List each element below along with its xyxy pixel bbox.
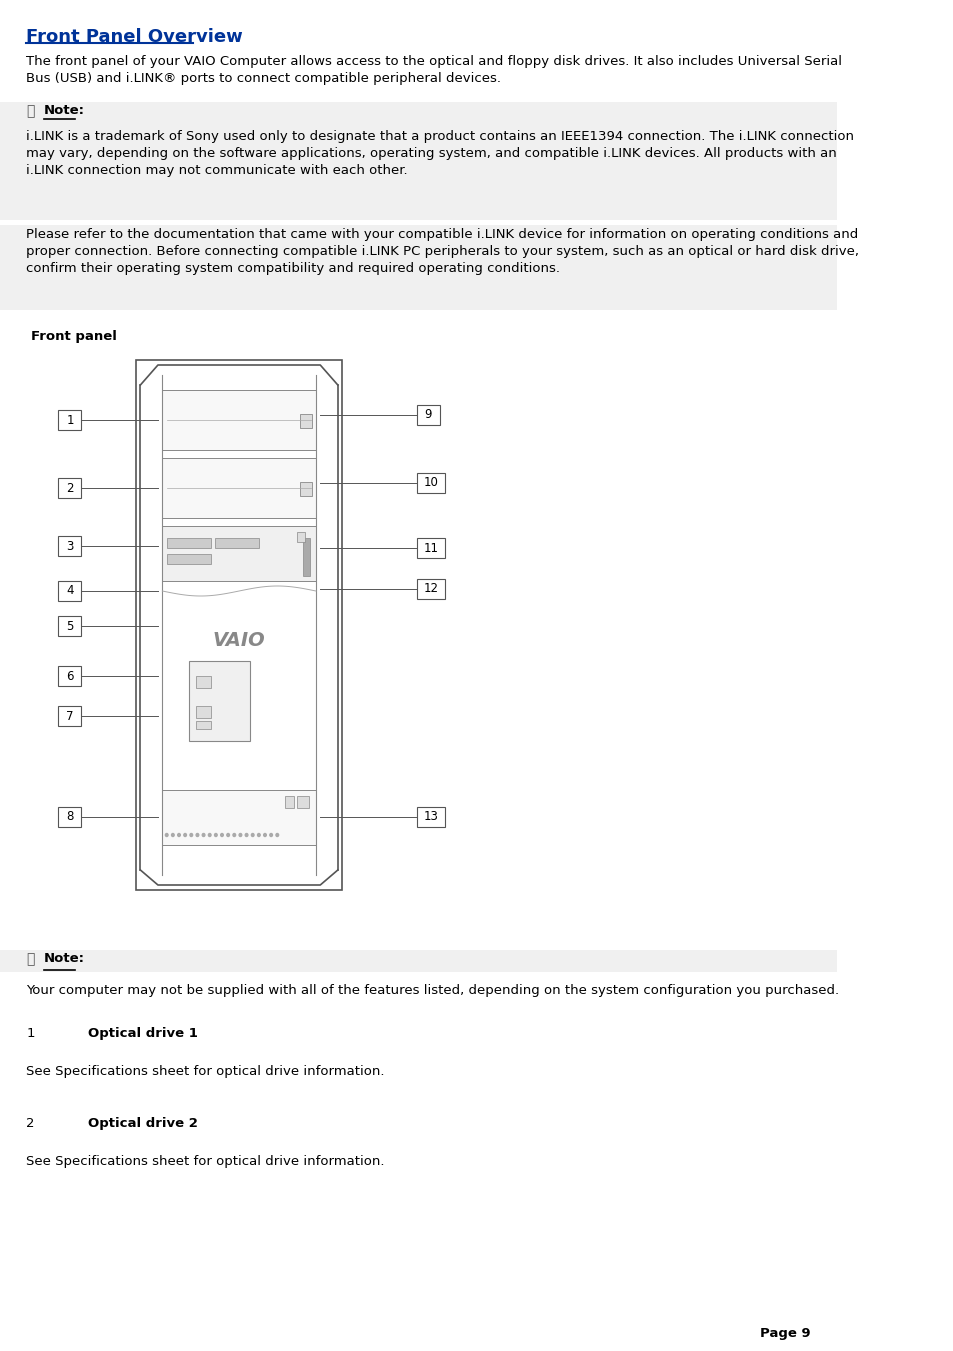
Bar (300, 413, 312, 428)
Text: 9: 9 (424, 408, 432, 422)
Bar (167, 554, 211, 563)
Text: 2: 2 (67, 481, 74, 494)
FancyBboxPatch shape (416, 538, 444, 558)
Circle shape (190, 834, 193, 836)
FancyBboxPatch shape (58, 478, 81, 499)
Text: See Specifications sheet for optical drive information.: See Specifications sheet for optical dri… (27, 1155, 384, 1169)
Text: 4: 4 (67, 585, 74, 597)
Circle shape (208, 834, 211, 836)
Text: Your computer may not be supplied with all of the features listed, depending on : Your computer may not be supplied with a… (27, 984, 839, 997)
Bar (195, 707, 212, 717)
FancyBboxPatch shape (416, 473, 444, 493)
FancyBboxPatch shape (0, 226, 836, 309)
Text: 11: 11 (423, 542, 437, 554)
Text: See Specifications sheet for optical drive information.: See Specifications sheet for optical dri… (27, 1065, 384, 1078)
Text: 10: 10 (423, 477, 437, 489)
Bar (285, 796, 294, 808)
Text: 1: 1 (27, 1027, 35, 1040)
Text: i.LINK is a trademark of Sony used only to designate that a product contains an : i.LINK is a trademark of Sony used only … (27, 130, 854, 177)
Circle shape (245, 834, 248, 836)
Bar (162, 390, 315, 450)
Circle shape (239, 834, 241, 836)
FancyBboxPatch shape (58, 616, 81, 636)
Circle shape (172, 834, 174, 836)
Circle shape (257, 834, 260, 836)
Text: 📝: 📝 (27, 104, 34, 118)
Bar (162, 790, 315, 844)
Bar (296, 796, 309, 808)
Circle shape (177, 834, 180, 836)
Text: Note:: Note: (44, 952, 85, 965)
Circle shape (202, 834, 205, 836)
Bar (214, 538, 258, 549)
Text: Front panel: Front panel (30, 330, 116, 343)
Text: VAIO: VAIO (213, 631, 265, 650)
Circle shape (252, 834, 253, 836)
Text: 3: 3 (67, 539, 73, 553)
Text: Page 9: Page 9 (760, 1327, 810, 1340)
Text: 5: 5 (67, 620, 73, 632)
FancyBboxPatch shape (58, 807, 81, 827)
FancyBboxPatch shape (0, 950, 836, 971)
Bar (195, 676, 212, 688)
Text: 2: 2 (27, 1117, 35, 1129)
Bar (162, 526, 315, 581)
Bar (162, 458, 315, 517)
FancyBboxPatch shape (58, 707, 81, 725)
Circle shape (184, 834, 186, 836)
Circle shape (233, 834, 235, 836)
Text: 13: 13 (423, 811, 437, 824)
Text: Please refer to the documentation that came with your compatible i.LINK device f: Please refer to the documentation that c… (27, 228, 859, 276)
Text: 8: 8 (67, 811, 73, 824)
Text: 7: 7 (67, 709, 74, 723)
Text: Note:: Note: (44, 104, 85, 118)
FancyBboxPatch shape (416, 807, 444, 827)
Bar (167, 538, 211, 549)
Bar (296, 532, 305, 542)
Circle shape (165, 834, 168, 836)
FancyBboxPatch shape (416, 405, 439, 426)
Bar (189, 661, 250, 740)
Bar (195, 721, 212, 730)
Text: 6: 6 (67, 670, 74, 682)
Bar (302, 538, 310, 576)
FancyBboxPatch shape (58, 581, 81, 601)
Circle shape (227, 834, 230, 836)
Text: 📝: 📝 (27, 952, 34, 966)
FancyBboxPatch shape (58, 666, 81, 686)
Circle shape (196, 834, 198, 836)
Bar (136, 359, 342, 890)
Circle shape (270, 834, 273, 836)
FancyBboxPatch shape (0, 101, 836, 120)
Circle shape (220, 834, 223, 836)
Text: Optical drive 1: Optical drive 1 (88, 1027, 197, 1040)
FancyBboxPatch shape (58, 536, 81, 557)
Text: Optical drive 2: Optical drive 2 (88, 1117, 197, 1129)
FancyBboxPatch shape (416, 580, 444, 598)
FancyBboxPatch shape (0, 120, 836, 220)
Circle shape (214, 834, 217, 836)
Circle shape (275, 834, 278, 836)
Text: The front panel of your VAIO Computer allows access to the optical and floppy di: The front panel of your VAIO Computer al… (27, 55, 841, 85)
Bar (300, 482, 312, 496)
Text: Front Panel Overview: Front Panel Overview (27, 28, 243, 46)
Circle shape (263, 834, 266, 836)
FancyBboxPatch shape (58, 409, 81, 430)
Text: 1: 1 (67, 413, 74, 427)
Text: 12: 12 (423, 582, 437, 596)
